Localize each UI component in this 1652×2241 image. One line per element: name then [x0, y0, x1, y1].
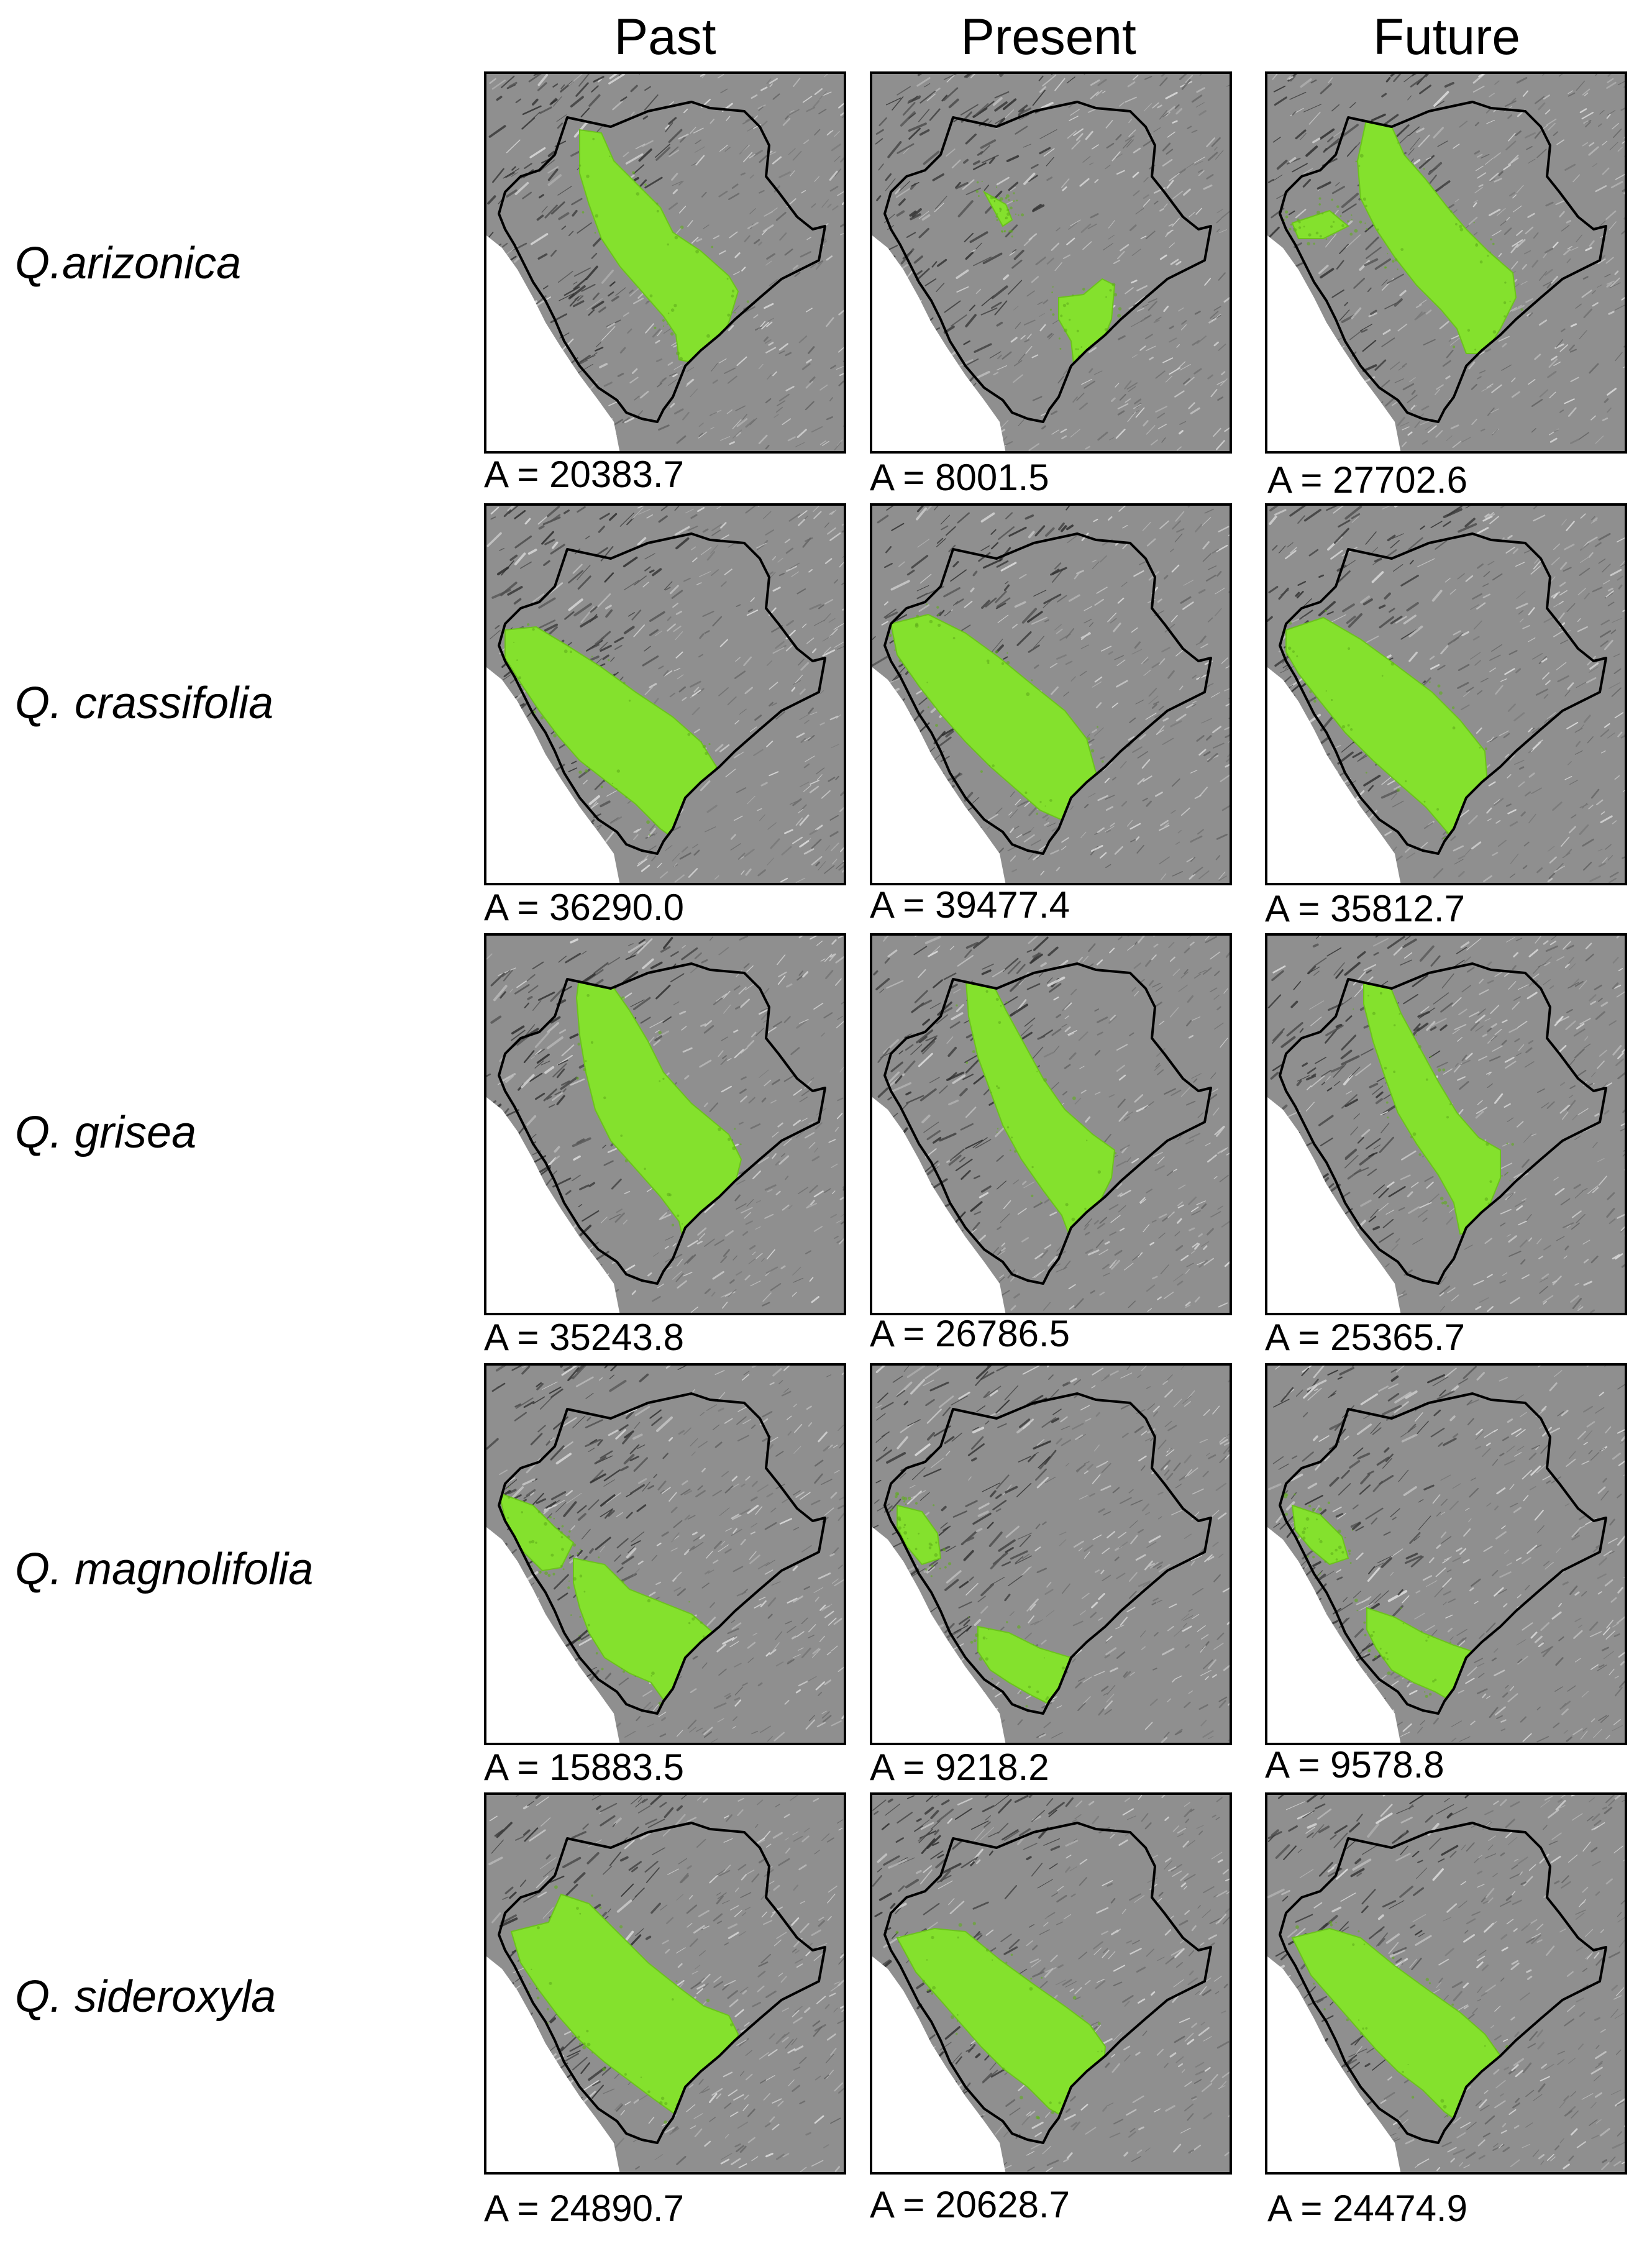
map-panel-q-sideroxyla-past	[484, 1792, 846, 2175]
map-panel-q-magnolifolia-present-state-boundary	[883, 1392, 1212, 1715]
area-label-q-crassifolia-present: A = 39477.4	[870, 884, 1070, 926]
map-panel-q-magnolifolia-present-svg	[872, 1366, 1230, 1743]
area-label-q-crassifolia-past: A = 36290.0	[484, 887, 684, 928]
map-panel-q-crassifolia-past-ocean	[486, 667, 620, 883]
map-panel-q-crassifolia-present-svg	[872, 506, 1230, 883]
area-label-q-grisea-past: A = 35243.8	[484, 1317, 684, 1358]
map-panel-q-sideroxyla-future	[1265, 1792, 1627, 2175]
column-header-present: Present	[961, 9, 1136, 65]
map-panel-q-magnolifolia-past-state-boundary	[498, 1392, 826, 1715]
column-header-past: Past	[614, 9, 716, 65]
map-panel-q-sideroxyla-past-svg	[486, 1795, 844, 2172]
area-label-q-crassifolia-future: A = 35812.7	[1265, 888, 1465, 929]
map-panel-q-arizonica-future-habitat	[1280, 116, 1523, 359]
map-panel-q-grisea-present-svg	[872, 936, 1230, 1313]
map-panel-q-sideroxyla-present	[870, 1792, 1232, 2175]
map-panel-q-magnolifolia-future-state-boundary	[1279, 1392, 1607, 1715]
map-panel-q-sideroxyla-future-svg	[1267, 1795, 1625, 2172]
map-panel-q-grisea-present	[870, 933, 1232, 1315]
map-panel-q-crassifolia-past-svg	[486, 506, 844, 883]
map-panel-q-sideroxyla-present-state-boundary	[883, 1822, 1212, 2144]
map-panel-q-magnolifolia-present-habitat-patch-0	[897, 1504, 942, 1566]
map-panel-q-arizonica-past-ocean	[486, 235, 620, 451]
species-label-q-crassifolia: Q. crassifolia	[15, 678, 274, 728]
column-header-future: Future	[1373, 9, 1520, 65]
map-panel-q-magnolifolia-present	[870, 1363, 1232, 1745]
map-panel-q-arizonica-present	[870, 71, 1232, 454]
map-panel-q-magnolifolia-past-ocean	[486, 1527, 620, 1743]
map-panel-q-sideroxyla-past-ocean	[486, 1956, 620, 2172]
species-label-q-sideroxyla: Q. sideroxyla	[15, 1972, 276, 2022]
map-panel-q-grisea-past-ocean	[486, 1097, 620, 1313]
map-panel-q-crassifolia-future-state-boundary	[1279, 532, 1607, 855]
map-panel-q-grisea-past-svg	[486, 936, 844, 1313]
area-label-q-arizonica-past: A = 20383.7	[484, 454, 684, 495]
map-panel-q-arizonica-future	[1265, 71, 1627, 454]
area-label-q-arizonica-future: A = 27702.6	[1267, 459, 1467, 501]
map-panel-q-arizonica-present-habitat	[975, 180, 1125, 385]
map-panel-q-arizonica-future-habitat-patch-1	[1291, 209, 1349, 239]
map-panel-q-arizonica-future-ocean	[1267, 235, 1401, 451]
map-panel-q-arizonica-present-ocean	[872, 235, 1006, 451]
map-panel-q-crassifolia-past-state-boundary	[498, 532, 826, 855]
map-panel-q-arizonica-future-svg	[1267, 74, 1625, 451]
map-panel-q-crassifolia-present-state-boundary	[883, 532, 1212, 855]
map-panel-q-arizonica-past-state-boundary	[498, 101, 826, 423]
map-panel-q-sideroxyla-future-ocean	[1267, 1956, 1401, 2172]
map-panel-q-sideroxyla-past-state-boundary	[498, 1822, 826, 2144]
map-panel-q-arizonica-future-state-boundary	[1279, 101, 1607, 423]
map-panel-q-sideroxyla-future-state-boundary	[1279, 1822, 1607, 2144]
map-panel-q-grisea-present-state-boundary	[883, 962, 1212, 1285]
map-panel-q-grisea-present-ocean	[872, 1097, 1006, 1313]
area-label-q-sideroxyla-future: A = 24474.9	[1267, 2188, 1467, 2229]
map-panel-q-sideroxyla-present-ocean	[872, 1956, 1006, 2172]
map-panel-q-grisea-future	[1265, 933, 1627, 1315]
map-panel-q-crassifolia-future-svg	[1267, 506, 1625, 883]
species-label-q-magnolifolia: Q. magnolifolia	[15, 1545, 314, 1594]
area-label-q-magnolifolia-future: A = 9578.8	[1265, 1744, 1444, 1786]
map-panel-q-magnolifolia-future-ocean	[1267, 1527, 1401, 1743]
map-panel-q-magnolifolia-past	[484, 1363, 846, 1745]
map-panel-q-magnolifolia-future-svg	[1267, 1366, 1625, 1743]
area-label-q-magnolifolia-present: A = 9218.2	[870, 1746, 1049, 1788]
map-panel-q-arizonica-present-state-boundary	[883, 101, 1212, 423]
map-panel-q-crassifolia-future-ocean	[1267, 667, 1401, 883]
map-panel-q-sideroxyla-present-svg	[872, 1795, 1230, 2172]
map-panel-q-arizonica-past-svg	[486, 74, 844, 451]
map-panel-q-crassifolia-present-ocean	[872, 667, 1006, 883]
map-panel-q-magnolifolia-past-svg	[486, 1366, 844, 1743]
map-panel-q-grisea-future-ocean	[1267, 1097, 1401, 1313]
area-label-q-sideroxyla-present: A = 20628.7	[870, 2184, 1070, 2225]
map-panel-q-crassifolia-past	[484, 503, 846, 885]
map-panel-q-grisea-past-state-boundary	[498, 962, 826, 1285]
area-label-q-magnolifolia-past: A = 15883.5	[484, 1746, 684, 1788]
map-panel-q-crassifolia-future	[1265, 503, 1627, 885]
map-panel-q-grisea-future-state-boundary	[1279, 962, 1607, 1285]
area-label-q-grisea-present: A = 26786.5	[870, 1313, 1070, 1354]
area-label-q-arizonica-present: A = 8001.5	[870, 457, 1049, 498]
map-panel-q-magnolifolia-future	[1265, 1363, 1627, 1745]
area-label-q-sideroxyla-past: A = 24890.7	[484, 2188, 684, 2229]
species-label-q-grisea: Q. grisea	[15, 1108, 197, 1157]
map-panel-q-grisea-future-svg	[1267, 936, 1625, 1313]
map-panel-q-arizonica-past	[484, 71, 846, 454]
map-panel-q-magnolifolia-present-ocean	[872, 1527, 1006, 1743]
map-panel-q-grisea-past	[484, 933, 846, 1315]
map-panel-q-arizonica-present-svg	[872, 74, 1230, 451]
area-label-q-grisea-future: A = 25365.7	[1265, 1317, 1465, 1358]
map-panel-q-crassifolia-present	[870, 503, 1232, 885]
species-label-q-arizonica: Q.arizonica	[15, 239, 242, 288]
